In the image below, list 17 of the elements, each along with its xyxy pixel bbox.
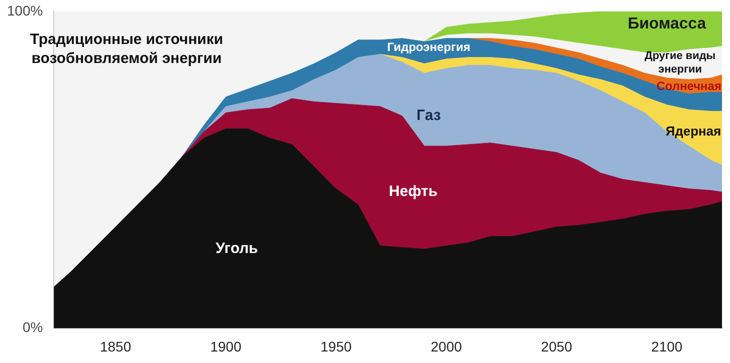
series-label: Солнечная <box>656 78 722 93</box>
series-label: Уголь <box>216 240 258 258</box>
x-tick-label: 2100 <box>651 338 683 354</box>
y-tick-label: 0% <box>22 319 43 336</box>
series-label: Биомасса <box>628 15 706 32</box>
x-tick-label: 2000 <box>430 338 462 354</box>
series-label: Нефть <box>388 183 438 200</box>
series-label: Ядерная <box>666 123 722 138</box>
series-label: Гидроэнергия <box>387 40 470 54</box>
series-label: Традиционные источники возобновляемой энергии <box>30 31 224 67</box>
y-tick-label: 100% <box>6 2 43 18</box>
series-label: Газ <box>416 107 441 124</box>
x-tick-label: 1950 <box>320 338 352 354</box>
series-label: Другие виды энергии <box>644 50 716 76</box>
x-tick-label: 1850 <box>100 338 132 354</box>
x-tick-label: 1900 <box>210 338 242 354</box>
x-tick-label: 2050 <box>541 338 572 354</box>
